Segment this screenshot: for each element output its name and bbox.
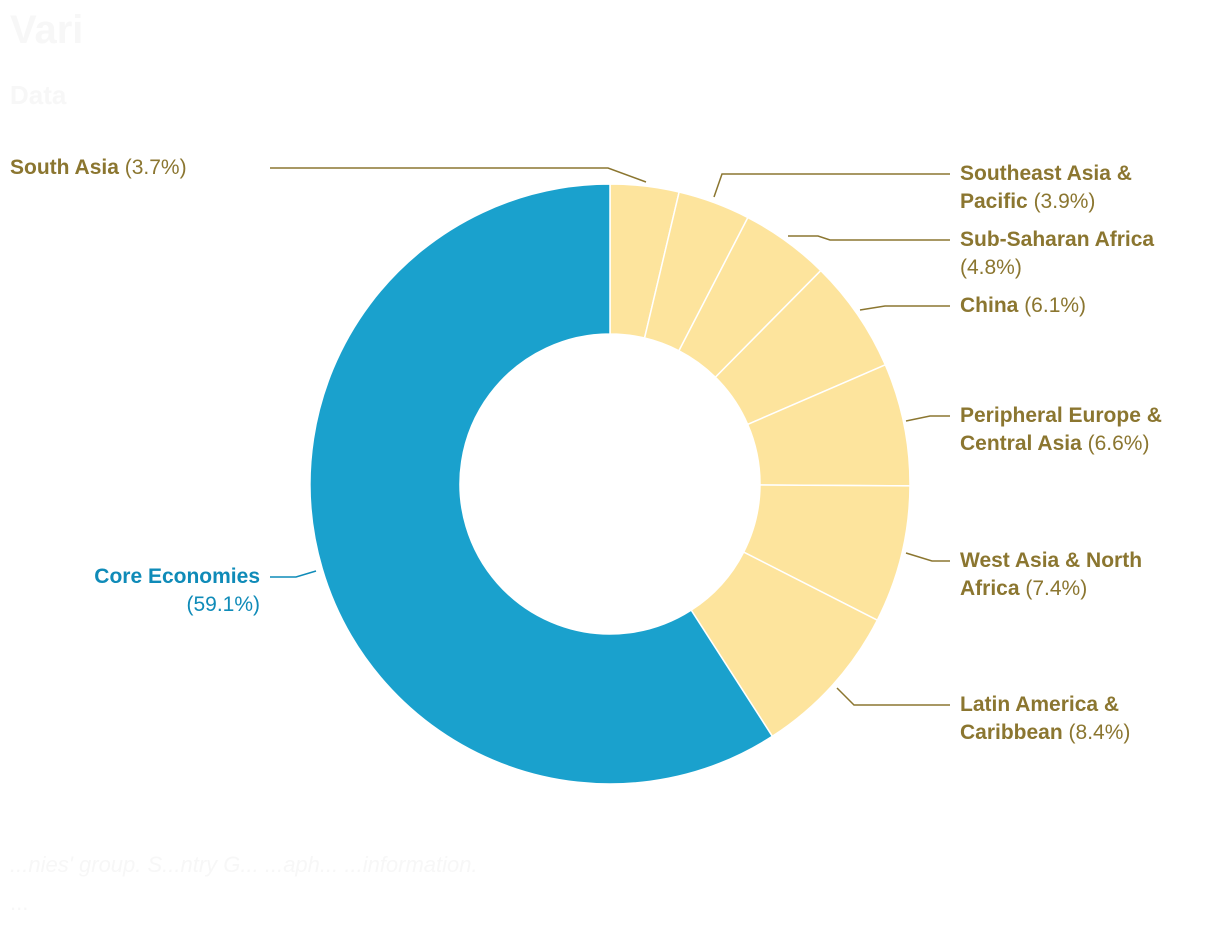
slice-label-west-asia-north-africa: West Asia & North Africa (7.4%) <box>960 547 1142 603</box>
slice-label-name: South Asia <box>10 156 119 179</box>
slice-label-name-cont: Pacific <box>960 190 1028 213</box>
slice-label-name: China <box>960 294 1019 317</box>
slice-label-name: West Asia & North <box>960 549 1143 572</box>
slice-label-name: Latin America & <box>960 693 1120 716</box>
leader-line-southeast-asia-pacific <box>713 173 950 198</box>
slice-label-percent: (3.9%) <box>1033 190 1096 213</box>
slice-label-name-cont: Central Asia <box>960 432 1082 455</box>
leader-line-china <box>859 305 950 311</box>
leader-line-west-asia-north-africa <box>905 552 950 562</box>
leader-line-south-asia <box>270 167 647 183</box>
slice-label-percent: (4.8%) <box>960 256 1022 279</box>
leader-line-core-economies <box>270 570 317 578</box>
donut-slices <box>309 183 911 785</box>
slice-label-percent: (6.1%) <box>1024 294 1087 317</box>
slice-label-south-asia: South Asia (3.7%) <box>10 154 187 182</box>
slice-core-economies <box>309 183 774 785</box>
slice-label-latin-america-caribbean: Latin America & Caribbean (8.4%) <box>960 691 1130 747</box>
label-leader-lines <box>270 167 950 706</box>
slice-label-name: Core Economies <box>94 565 260 588</box>
leader-line-latin-america-caribbean <box>836 687 950 706</box>
slice-label-peripheral-europe-central-asia: Peripheral Europe & Central Asia (6.6%) <box>960 402 1162 458</box>
slice-label-name: Sub-Saharan Africa <box>960 228 1155 251</box>
slice-label-percent: (8.4%) <box>1068 721 1131 744</box>
slice-label-china: China (6.1%) <box>960 292 1086 320</box>
slice-label-core-economies: Core Economies (59.1%) <box>30 563 260 619</box>
slice-label-sub-saharan-africa: Sub-Saharan Africa (4.8%) <box>960 226 1154 282</box>
chart-subtitle-faded: Data <box>10 80 67 110</box>
chart-source-faded: ... <box>10 890 29 915</box>
slice-label-name-cont: Africa <box>960 577 1020 600</box>
chart-title-faded: Vari <box>10 8 84 52</box>
slice-label-percent: (3.7%) <box>124 156 187 179</box>
slice-label-name: Southeast Asia & <box>960 162 1132 185</box>
leader-line-peripheral-europe-central-asia <box>905 415 950 422</box>
slice-label-southeast-asia-pacific: Southeast Asia & Pacific (3.9%) <box>960 160 1132 216</box>
slice-label-percent: (7.4%) <box>1025 577 1088 600</box>
slice-label-percent: (6.6%) <box>1087 432 1150 455</box>
slice-label-name-cont: Caribbean <box>960 721 1063 744</box>
slice-label-name: Peripheral Europe & <box>960 404 1162 427</box>
slice-label-percent: (59.1%) <box>186 593 260 616</box>
leader-line-sub-saharan-africa <box>788 235 950 241</box>
chart-note-faded: ...nies' group. S...ntry G... ...aph... … <box>10 852 478 877</box>
